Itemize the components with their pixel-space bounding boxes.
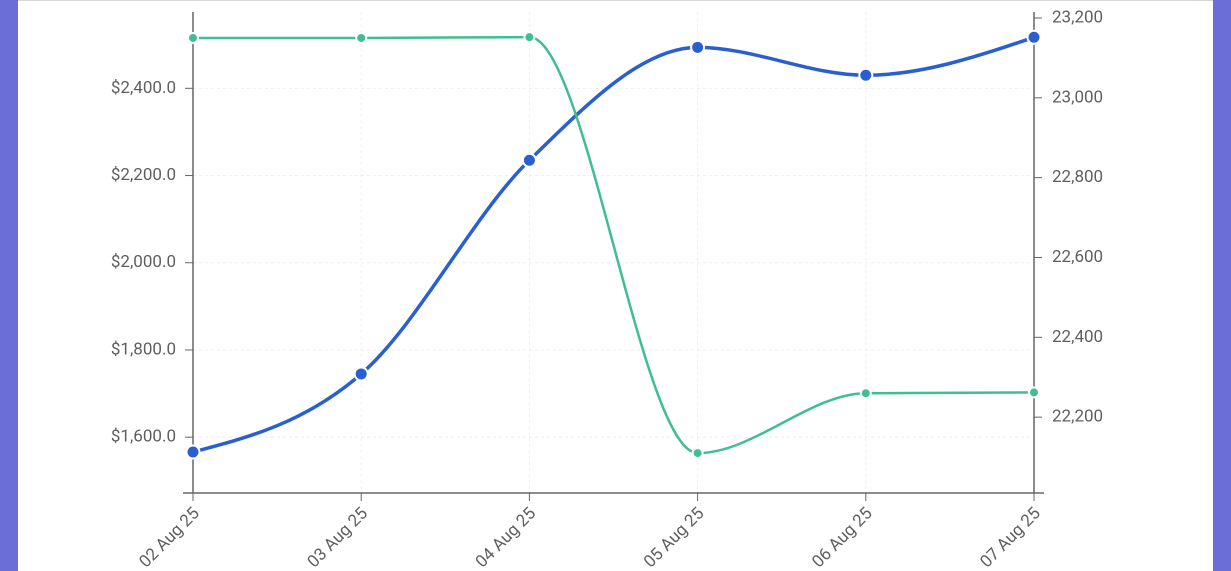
y2-tick-label: 23,000: [1052, 87, 1103, 107]
x-tick-label: 05 Aug 25: [640, 504, 708, 571]
data-point: [690, 39, 706, 55]
data-point: [353, 366, 369, 382]
data-point: [859, 387, 872, 400]
data-point: [521, 152, 537, 168]
chart-panel: [18, 0, 1213, 571]
data-point: [355, 31, 368, 44]
data-point: [858, 67, 874, 83]
y2-tick-label: 22,400: [1052, 327, 1103, 347]
y-tick-label: $1,600.0: [111, 427, 176, 447]
series-line: [192, 35, 1035, 454]
x-tick-label: 02 Aug 25: [135, 504, 203, 571]
y2-tick-label: 22,600: [1052, 247, 1103, 267]
data-point: [1028, 386, 1040, 399]
x-tick-label: 04 Aug 25: [472, 504, 540, 571]
y2-tick-label: 22,200: [1052, 407, 1103, 427]
y2-tick-label: 22,800: [1052, 167, 1103, 187]
y-tick-label: $2,200.0: [111, 165, 176, 185]
y-tick-label: $2,400.0: [111, 78, 176, 98]
y2-tick-label: 23,200: [1052, 7, 1103, 27]
data-point: [691, 447, 704, 460]
y-tick-label: $2,000.0: [111, 252, 176, 272]
data-point: [523, 31, 536, 44]
x-tick-label: 06 Aug 25: [808, 504, 876, 571]
data-point: [185, 444, 201, 460]
series-line: [193, 35, 1035, 455]
y-tick-label: $1,800.0: [111, 339, 176, 359]
x-tick-label: 03 Aug 25: [304, 504, 372, 571]
data-point: [1026, 29, 1042, 45]
data-point: [187, 31, 199, 44]
x-tick-label: 07 Aug 25: [976, 504, 1044, 571]
